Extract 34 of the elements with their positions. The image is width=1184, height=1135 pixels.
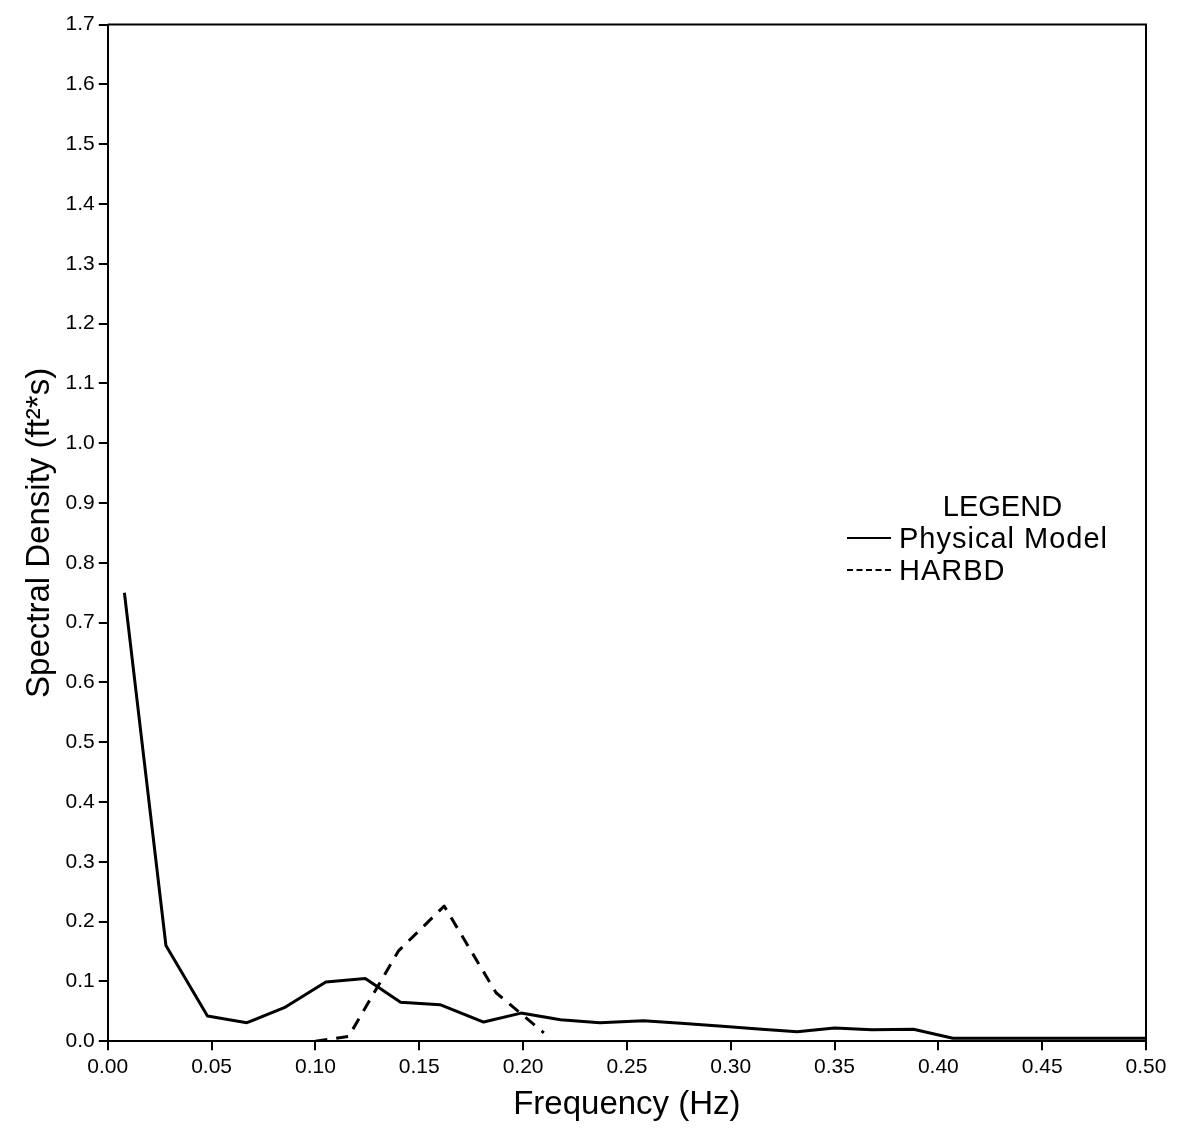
y-tick-label: 0.5 xyxy=(65,729,95,752)
y-tick-label: 1.4 xyxy=(65,190,96,214)
x-tick-label: 0.05 xyxy=(191,1053,233,1077)
x-tick-label: 0.50 xyxy=(1125,1053,1167,1077)
y-tick-label: 0.7 xyxy=(65,609,95,633)
legend-title: LEGEND xyxy=(941,490,1064,523)
x-tick-label: 0.40 xyxy=(917,1053,959,1077)
y-tick-label: 1.1 xyxy=(65,370,95,394)
legend-label: HARBD xyxy=(898,554,1006,587)
y-tick-label: 0.0 xyxy=(65,1028,95,1051)
y-axis-title: Spectral Density (ft²*s) xyxy=(18,367,56,698)
y-tick-label: 0.1 xyxy=(65,968,95,992)
y-tick-label: 0.8 xyxy=(65,549,95,573)
x-tick-label: 0.00 xyxy=(87,1053,129,1077)
x-tick-label: 0.35 xyxy=(814,1053,855,1077)
x-tick-label: 0.45 xyxy=(1021,1053,1063,1077)
y-tick-label: 1.2 xyxy=(65,310,95,334)
y-tick-label: 0.2 xyxy=(65,908,95,932)
y-tick-label: 0.4 xyxy=(65,788,96,812)
x-tick-label: 0.15 xyxy=(398,1053,440,1077)
y-tick-label: 0.9 xyxy=(65,489,95,513)
x-tick-label: 0.25 xyxy=(606,1053,648,1077)
y-tick-label: 0.6 xyxy=(65,669,95,693)
x-tick-label: 0.10 xyxy=(295,1053,336,1077)
y-tick-label: 1.3 xyxy=(65,250,95,274)
y-tick-label: 1.0 xyxy=(65,430,95,453)
y-tick-label: 0.3 xyxy=(65,848,95,872)
legend-label: Physical Model xyxy=(898,522,1108,555)
x-tick-label: 0.30 xyxy=(710,1053,752,1077)
x-tick-label: 0.20 xyxy=(502,1053,544,1077)
y-tick-label: 1.7 xyxy=(65,11,95,35)
y-tick-label: 1.5 xyxy=(65,131,95,154)
x-axis-title: Frequency (Hz) xyxy=(513,1084,741,1122)
y-tick-label: 1.6 xyxy=(65,71,95,95)
